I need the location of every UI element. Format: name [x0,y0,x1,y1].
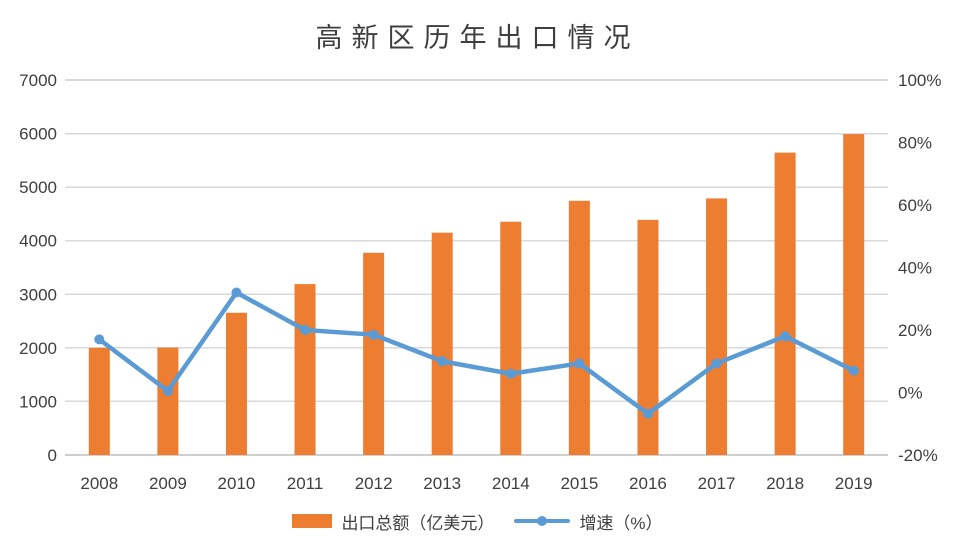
export-bar [568,200,590,455]
growth-marker [368,329,379,340]
growth-marker [505,368,516,379]
growth-line [97,290,856,416]
y-axis-tick-label-right: 0% [898,384,923,403]
y-axis-tick-label-right: 80% [898,134,932,153]
legend: 出口总额（亿美元） 增速（%） [0,506,955,536]
growth-marker [231,287,242,298]
y-axis-tick-label-left: 7000 [19,71,57,90]
export-bar [843,134,865,455]
legend-item-exports: 出口总额（亿美元） [292,509,494,534]
x-axis-tick-label: 2010 [218,474,256,493]
x-axis-tick-label: 2012 [355,474,393,493]
x-axis-tick-label: 2018 [766,474,804,493]
growth-marker [574,358,585,369]
y-axis-tick-label-left: 1000 [19,392,57,411]
legend-item-growth: 增速（%） [514,509,663,534]
x-axis-tick-label: 2009 [149,474,187,493]
y-axis-tick-label-left: 2000 [19,339,57,358]
legend-line-swatch [514,514,571,528]
y-axis-tick-label-right: 100% [898,71,941,90]
export-bar [500,221,522,455]
legend-line-marker-icon [537,516,548,526]
x-axis-tick-label: 2011 [287,474,324,493]
growth-marker [642,408,653,419]
y-axis-tick-label-right: -20% [898,446,938,465]
growth-marker [94,334,105,345]
growth-marker [711,358,722,369]
x-axis-tick-label: 2016 [629,474,667,493]
legend-exports-label: 出口总额（亿美元） [341,513,495,533]
legend-growth-label: 增速（%） [579,513,663,533]
y-axis-tick-label-left: 4000 [19,232,57,251]
growth-marker [848,365,859,376]
x-axis-tick-label: 2013 [423,474,461,493]
y-axis-tick-label-right: 60% [898,196,932,215]
y-axis-tick-label-left: 3000 [19,285,57,304]
y-axis-tick-label-right: 20% [898,321,932,340]
growth-marker [780,331,791,342]
x-axis-tick-label: 2008 [80,474,118,493]
legend-bar-swatch [292,514,333,528]
export-bar [363,252,385,455]
export-bar [637,219,659,455]
export-bar [225,312,247,455]
y-axis-tick-label-left: 6000 [19,125,57,144]
export-bar [431,232,453,455]
growth-marker [437,356,448,367]
export-bar [157,347,179,455]
x-axis-tick-label: 2014 [492,474,530,493]
export-bar [88,347,110,455]
y-axis-tick-label-right: 40% [898,259,932,278]
x-axis-tick-label: 2017 [698,474,736,493]
chart-title: 高新区历年出口情况 [315,23,640,53]
export-bar [774,152,796,455]
y-axis-tick-label-left: 0 [48,446,57,465]
growth-marker [162,385,173,396]
export-bar [706,198,728,455]
export-bar [294,284,316,455]
x-axis-tick-label: 2019 [835,474,873,493]
x-axis-tick-label: 2015 [560,474,598,493]
y-axis-tick-label-left: 5000 [19,178,57,197]
growth-marker [300,325,311,335]
